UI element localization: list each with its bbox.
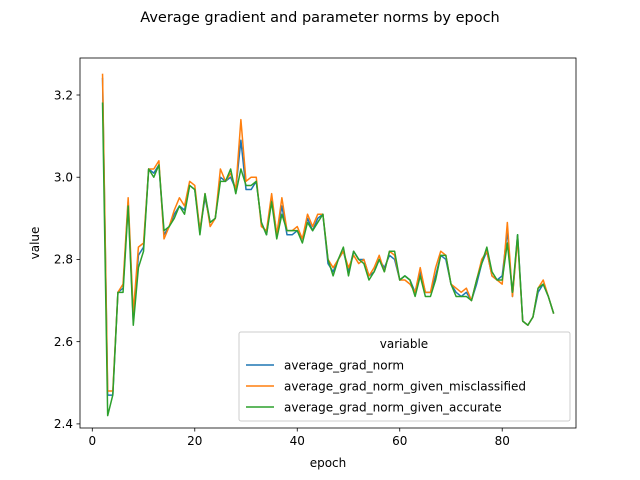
- x-tick-label: 60: [392, 434, 407, 448]
- x-tick-label: 80: [495, 434, 510, 448]
- legend: variable average_grad_norm average_grad_n…: [238, 331, 571, 422]
- y-tick-label: 3.0: [54, 171, 73, 185]
- y-tick-label: 2.4: [54, 417, 73, 431]
- legend-box: [238, 331, 571, 422]
- series-lines: [101, 73, 555, 417]
- y-axis: 2.4 2.6 2.8 3.0 3.2: [54, 88, 80, 431]
- x-tick-label: 40: [290, 434, 305, 448]
- x-tick-label: 20: [187, 434, 202, 448]
- legend-label-1: average_grad_norm: [284, 358, 404, 372]
- y-tick-label: 2.8: [54, 253, 73, 267]
- x-axis-label: epoch: [310, 456, 347, 470]
- x-tick-label: 0: [88, 434, 96, 448]
- y-tick-label: 3.2: [54, 88, 73, 102]
- y-tick-label: 2.6: [54, 335, 73, 349]
- y-axis-label: value: [28, 227, 42, 260]
- legend-title: variable: [380, 337, 428, 351]
- legend-label-3: average_grad_norm_given_accurate: [284, 400, 502, 414]
- plot-frame: [79, 57, 577, 429]
- chart-title: Average gradient and parameter norms by …: [140, 10, 500, 26]
- x-axis: 0 20 40 60 80: [88, 428, 510, 448]
- legend-label-2: average_grad_norm_given_misclassified: [284, 379, 526, 393]
- series-line-3: [101, 102, 555, 417]
